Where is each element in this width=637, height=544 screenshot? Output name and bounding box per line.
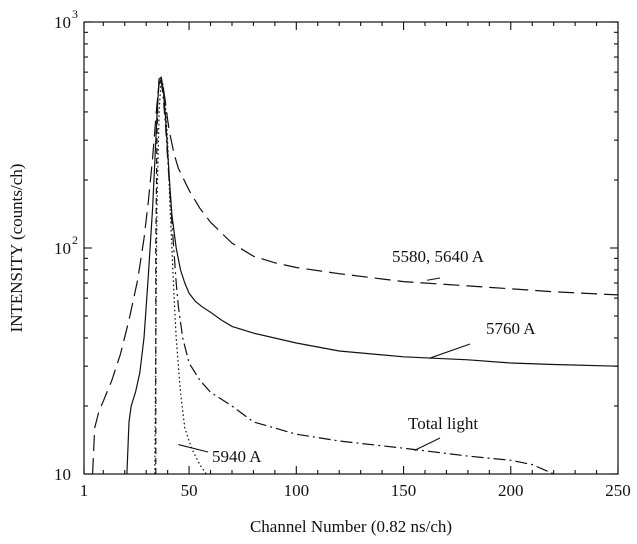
x-axis-title: Channel Number (0.82 ns/ch) xyxy=(250,517,452,536)
y-tick-exponent: 2 xyxy=(72,233,78,247)
y-tick-label: 10 xyxy=(54,239,71,258)
y-tick-exponent: 3 xyxy=(72,7,78,21)
series-line-5760-a xyxy=(126,76,619,475)
annotation-label: 5760 A xyxy=(486,319,536,338)
x-tick-label: 150 xyxy=(391,481,417,500)
series-line-unlabeled-4 xyxy=(155,78,160,474)
annotation-leader xyxy=(178,444,209,453)
x-tick-label: 100 xyxy=(284,481,310,500)
series-line-total-light xyxy=(160,80,554,475)
series-line-5940-a xyxy=(154,77,207,475)
annotation-leader xyxy=(427,277,441,281)
x-tick-label: 1 xyxy=(80,481,89,500)
x-tick-label: 250 xyxy=(605,481,631,500)
y-axis-title: INTENSITY (counts/ch) xyxy=(7,164,26,333)
annotation-label: 5580, 5640 A xyxy=(392,247,485,266)
annotation-label: 5940 A xyxy=(212,447,262,466)
y-tick-label: 10 xyxy=(54,13,71,32)
annotation-label: Total light xyxy=(408,414,478,433)
x-tick-label: 50 xyxy=(181,481,198,500)
curve-annotations: 5580, 5640 A 5760 A Total light 5940 A xyxy=(178,247,536,466)
series-line-5580-5640-a xyxy=(92,76,619,475)
annotation-leader xyxy=(429,343,471,359)
annotation-leader xyxy=(414,437,441,452)
x-tick-label: 200 xyxy=(498,481,524,500)
y-tick-label: 10 xyxy=(54,465,71,484)
data-curves xyxy=(92,76,619,475)
